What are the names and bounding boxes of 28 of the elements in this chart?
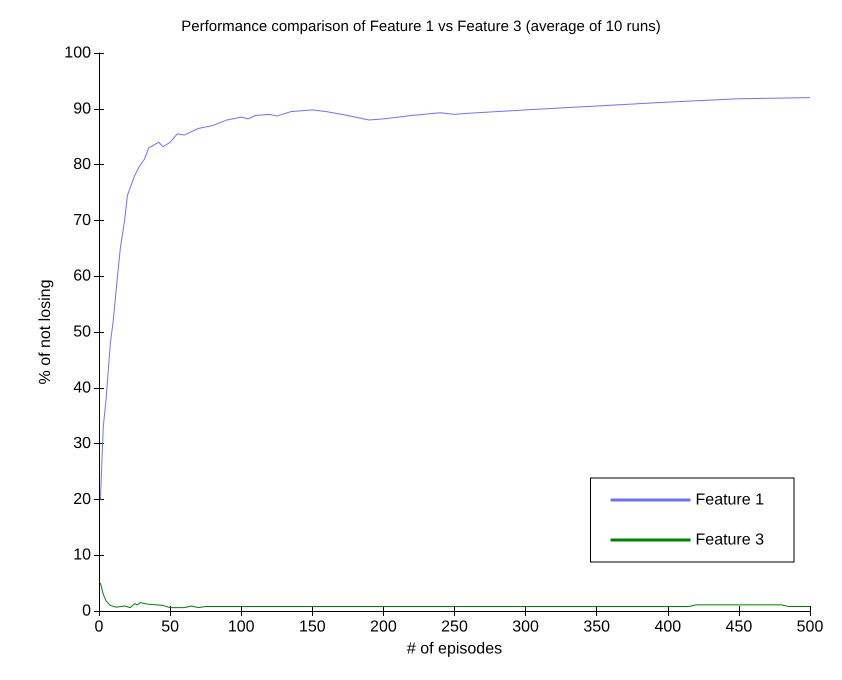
x-tick-label: 250 (441, 618, 468, 636)
y-axis-title: % of not losing (36, 280, 54, 384)
x-tick-label: 450 (726, 618, 752, 636)
x-tick-label: 350 (583, 618, 610, 636)
y-tick-label: 100 (64, 44, 92, 62)
y-tick-label: 50 (73, 324, 92, 340)
y-tick-label: 20 (73, 490, 92, 508)
y-tick-label: 60 (73, 268, 92, 285)
y-tick-label: 0 (82, 602, 92, 620)
x-tick-label: 100 (228, 618, 255, 636)
y-tick-label: 30 (73, 435, 92, 452)
x-tick-label: 0 (94, 618, 104, 636)
x-tick-label: 150 (298, 618, 326, 636)
y-tick-label: 10 (73, 546, 92, 564)
y-tick-label: 70 (73, 212, 92, 229)
legend-label: Feature 3 (696, 532, 764, 548)
line-series (100, 582, 810, 608)
y-tick-label: 40 (73, 379, 92, 396)
y-tick-label: 80 (73, 156, 92, 174)
x-tick-label: 300 (512, 618, 540, 636)
x-tick-label: 50 (161, 618, 180, 636)
chart-title: Performance comparison of Feature 1 vs Feature 3 (average of 10 runs) (181, 18, 661, 35)
x-axis-title: # of episodes (406, 640, 502, 658)
y-tick-label: 90 (73, 100, 92, 118)
x-tick-label: 500 (796, 618, 824, 636)
legend-label: Feature 1 (696, 492, 764, 508)
x-tick-label: 200 (370, 618, 397, 636)
x-tick-label: 400 (654, 618, 682, 636)
